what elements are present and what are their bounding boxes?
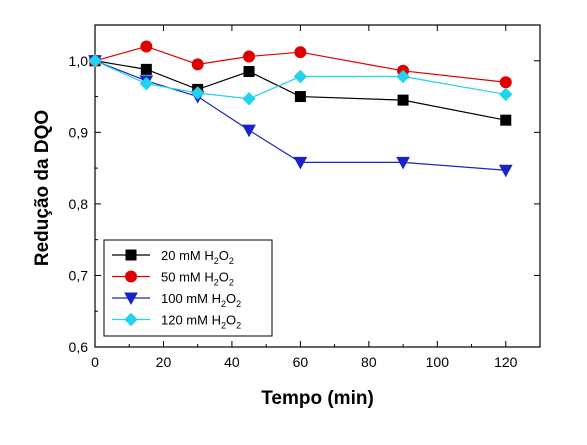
data-point <box>293 156 308 170</box>
legend-marker <box>124 312 138 327</box>
series-line <box>94 60 506 121</box>
x-tick-label: 20 <box>156 354 172 370</box>
data-point <box>499 87 513 102</box>
y-axis-title: Redução da DQO <box>32 110 53 266</box>
y-tick-label: 0,9 <box>69 124 89 140</box>
data-point <box>190 86 205 100</box>
legend-label: 100 mM H2O2 <box>161 291 241 309</box>
data-point <box>243 50 256 63</box>
x-tick-label: 100 <box>426 354 450 370</box>
data-point <box>139 76 154 91</box>
legend-subscript: 2 <box>221 321 226 331</box>
legend-subscript: 2 <box>221 299 226 309</box>
legend-subscript: 2 <box>229 278 234 288</box>
axis-ticks: 0 20 40 60 80 100 120 0,6 0,7 0,8 0,9 1,0 <box>69 25 540 370</box>
data-point <box>396 69 410 84</box>
legend-text-part: 100 mM H <box>161 291 221 306</box>
legend-subscript: 2 <box>214 278 219 288</box>
data-point <box>88 54 102 68</box>
plot-frame <box>94 24 541 348</box>
legend-text-part: O <box>226 291 236 306</box>
data-point <box>396 156 410 170</box>
legend-subscript: 2 <box>236 321 241 331</box>
legend-text-part: 120 mM H <box>161 313 221 328</box>
legend-marker <box>124 292 138 306</box>
x-tick-label: 60 <box>293 354 309 370</box>
legend-text-part: O <box>219 270 229 285</box>
x-tick-label: 0 <box>91 354 99 370</box>
y-tick-label: 0,6 <box>69 339 89 355</box>
legend-text-part: 50 mM H <box>161 270 214 285</box>
data-point <box>243 66 255 78</box>
data-point <box>500 114 512 126</box>
legend-text-part: O <box>219 248 229 263</box>
series-4 <box>88 54 513 106</box>
legend-label: 20 mM H2O2 <box>161 248 234 266</box>
legend-label: 50 mM H2O2 <box>161 270 234 288</box>
data-point <box>293 69 308 84</box>
legend-item: 50 mM H2O2 <box>112 270 234 288</box>
legend-label: 120 mM H2O2 <box>161 313 241 331</box>
legend-item: 120 mM H2O2 <box>112 313 241 331</box>
plot-border <box>94 24 541 348</box>
data-point <box>242 124 256 138</box>
legend-subscript: 2 <box>214 256 219 266</box>
y-tick-label: 1,0 <box>69 53 89 69</box>
legend-subscript: 2 <box>236 299 241 309</box>
legend-text-part: O <box>226 313 236 328</box>
data-point <box>242 91 256 106</box>
data-point <box>294 46 307 59</box>
data-point <box>140 40 153 53</box>
legend-marker <box>125 270 137 283</box>
y-tick-label: 0,7 <box>69 267 89 283</box>
data-point <box>499 76 512 89</box>
series-layer <box>88 40 513 178</box>
legend-subscript: 2 <box>229 256 234 266</box>
x-tick-label: 80 <box>361 354 377 370</box>
data-point <box>294 91 306 103</box>
y-tick-label: 0,8 <box>69 196 89 212</box>
legend-item: 100 mM H2O2 <box>112 291 241 309</box>
data-point <box>140 63 152 75</box>
legend-text-part: 20 mM H <box>161 248 214 263</box>
x-axis-title: Tempo (min) <box>261 388 374 409</box>
x-tick-label: 40 <box>224 354 240 370</box>
data-point <box>498 164 513 178</box>
legend-item: 20 mM H2O2 <box>112 248 234 266</box>
legend-marker <box>125 249 137 261</box>
data-point <box>191 58 204 71</box>
x-tick-label: 120 <box>494 354 518 370</box>
data-point <box>397 94 409 106</box>
series-1 <box>89 55 512 126</box>
